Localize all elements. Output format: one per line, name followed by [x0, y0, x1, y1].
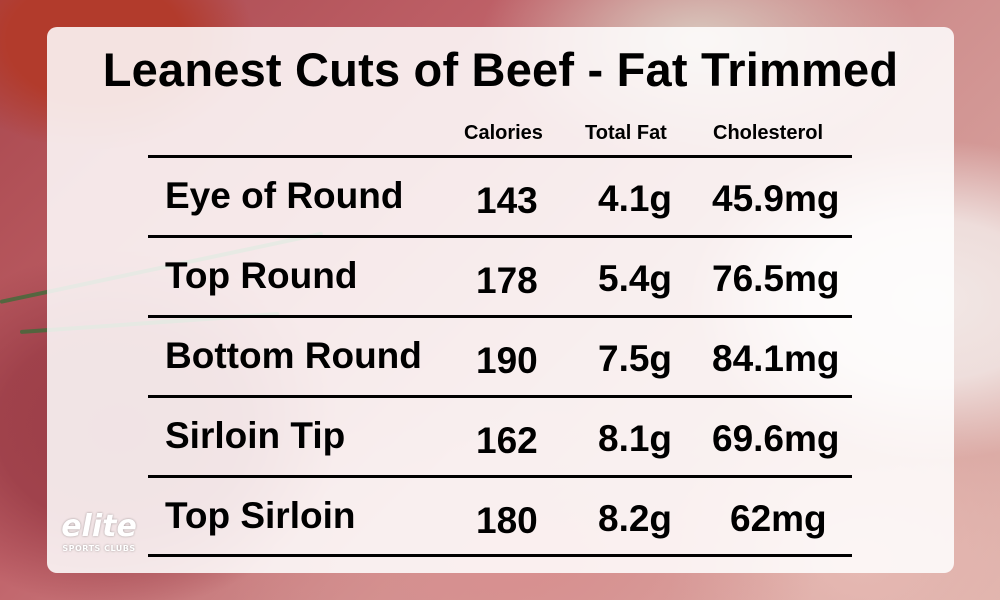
- cut-name: Top Sirloin: [165, 495, 356, 536]
- page-title: Leanest Cuts of Beef - Fat Trimmed: [102, 43, 899, 96]
- column-header-cholesterol: Cholesterol: [713, 122, 824, 144]
- cut-name: Bottom Round: [165, 335, 422, 376]
- table-row: Bottom Round 190 7.5g 84.1mg: [0, 318, 1000, 398]
- total-fat-value: 8.2g: [598, 498, 673, 539]
- logo-tagline: SPORTS CLUBS: [62, 544, 136, 553]
- table-row: Top Sirloin 180 8.2g 62mg: [0, 478, 1000, 558]
- calories-value: 178: [476, 260, 538, 301]
- elite-sports-clubs-logo: elite SPORTS CLUBS: [58, 512, 140, 562]
- cholesterol-value: 69.6mg: [712, 418, 840, 459]
- calories-value: 190: [476, 340, 538, 381]
- cholesterol-value: 62mg: [730, 498, 827, 539]
- table-row: Eye of Round 143 4.1g 45.9mg: [0, 158, 1000, 238]
- calories-value: 162: [476, 420, 538, 461]
- total-fat-value: 5.4g: [598, 258, 673, 299]
- table-rule: [148, 235, 852, 238]
- total-fat-value: 7.5g: [598, 338, 673, 379]
- total-fat-value: 8.1g: [598, 418, 673, 459]
- table-row: Top Round 178 5.4g 76.5mg: [0, 238, 1000, 318]
- calories-value: 180: [476, 500, 538, 541]
- table-rule: [148, 395, 852, 398]
- logo-wordmark: elite: [61, 509, 137, 544]
- table-rule: [148, 315, 852, 318]
- cut-name: Top Round: [165, 255, 358, 296]
- cholesterol-value: 76.5mg: [712, 258, 840, 299]
- table-rule: [148, 554, 852, 557]
- column-header-calories: Calories: [464, 122, 543, 144]
- table-rule: [148, 155, 852, 158]
- cut-name: Eye of Round: [165, 175, 404, 216]
- table-rule: [148, 475, 852, 478]
- cut-name: Sirloin Tip: [165, 415, 346, 456]
- table-row: Sirloin Tip 162 8.1g 69.6mg: [0, 398, 1000, 478]
- cholesterol-value: 45.9mg: [712, 178, 840, 219]
- table-card: [47, 27, 954, 573]
- total-fat-value: 4.1g: [598, 178, 673, 219]
- column-header-total-fat: Total Fat: [585, 122, 667, 144]
- calories-value: 143: [476, 180, 538, 221]
- cholesterol-value: 84.1mg: [712, 338, 840, 379]
